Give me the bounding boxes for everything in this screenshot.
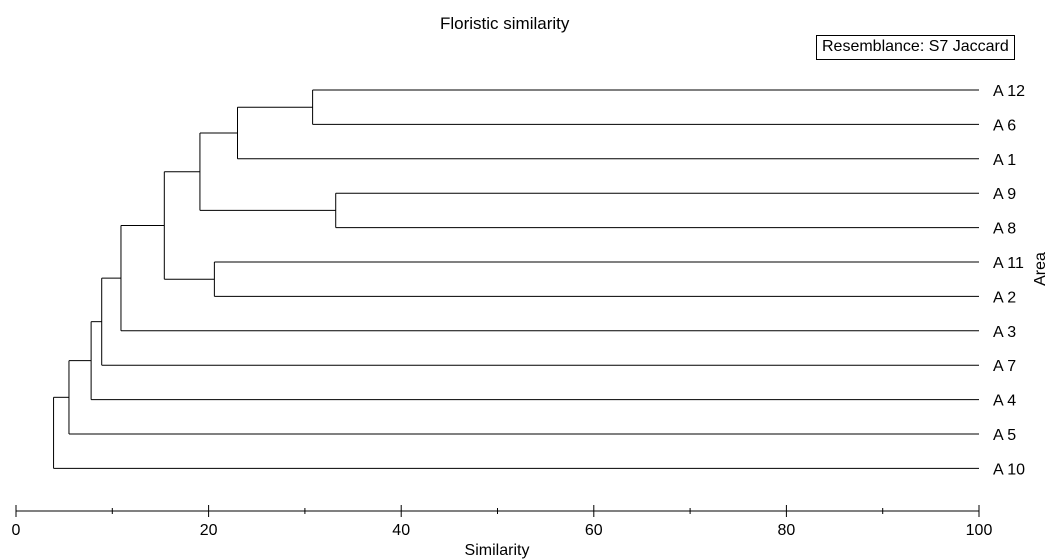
x-tick-label: 60 [585, 522, 603, 539]
leaf-label: A 5 [993, 427, 1016, 444]
leaf-label: A 10 [993, 461, 1025, 478]
leaf-label: A 12 [993, 83, 1025, 100]
leaf-label: A 7 [993, 358, 1016, 375]
leaf-label: A 9 [993, 186, 1016, 203]
x-tick-label: 40 [392, 522, 410, 539]
leaf-label: A 3 [993, 324, 1016, 341]
x-tick-label: 80 [778, 522, 796, 539]
y-axis-label: Area [1032, 252, 1049, 286]
leaf-label: A 1 [993, 152, 1016, 169]
chart-title: Floristic similarity [440, 14, 570, 33]
resemblance-legend: Resemblance: S7 Jaccard [816, 35, 1015, 60]
leaf-label: A 2 [993, 289, 1016, 306]
x-axis-label: Similarity [465, 542, 530, 559]
leaf-label: A 11 [993, 255, 1024, 272]
x-tick-label: 100 [966, 522, 993, 539]
leaf-labels: A 12 A 6 A 1 A 9 A 8 A 11 A 2 A 3 A 7 A 4 A 5 A 10 [993, 83, 1025, 478]
x-tick-label: 20 [200, 522, 218, 539]
x-axis: 0 20 40 60 80 100 [12, 505, 993, 539]
leaf-label: A 6 [993, 117, 1016, 134]
dendrogram-branches [53, 89, 979, 469]
x-tick-label: 0 [12, 522, 21, 539]
leaf-label: A 8 [993, 221, 1016, 238]
leaf-label: A 4 [993, 393, 1016, 410]
